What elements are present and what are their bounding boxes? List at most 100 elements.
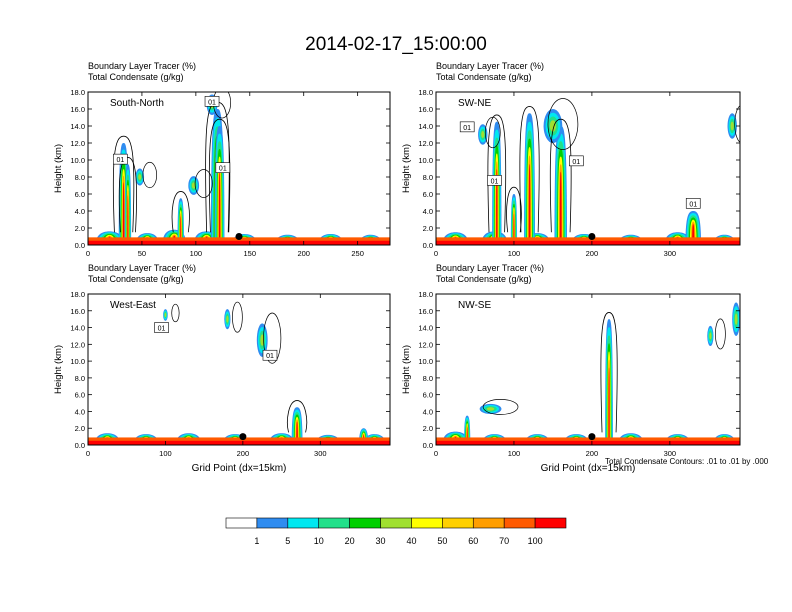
y-axis-title: Height (km) <box>401 345 412 394</box>
y-tick-label: 14.0 <box>418 324 433 333</box>
contour-label-box <box>154 322 169 333</box>
colorbar-label: 1 <box>254 536 259 546</box>
contour-label: 01 <box>116 157 124 164</box>
y-tick-label: 2.0 <box>75 424 85 433</box>
tracer-label: Boundary Layer Tracer (%) <box>88 263 196 273</box>
condensate-label: Total Condensate (g/kg) <box>88 274 184 284</box>
y-tick-label: 0.0 <box>423 241 433 250</box>
contour-label: 01 <box>491 178 499 185</box>
figure-title: 2014-02-17_15:00:00 <box>305 34 487 55</box>
y-tick-label: 4.0 <box>423 207 433 216</box>
panel-south-north: Boundary Layer Tracer (%)Total Condensat… <box>53 61 391 258</box>
y-tick-label: 0.0 <box>423 441 433 450</box>
colorbar-swatch <box>442 517 474 529</box>
contour-label-box <box>459 121 475 133</box>
y-tick-label: 8.0 <box>423 374 433 383</box>
contour-label: 01 <box>208 99 216 106</box>
condensate-contour <box>484 116 501 149</box>
y-tick-label: 12.0 <box>70 139 85 148</box>
tracer-fill <box>436 98 740 245</box>
contour-label-box <box>204 96 220 107</box>
colorbar-swatch <box>534 517 567 529</box>
condensate-contour <box>600 312 618 433</box>
x-tick-label: 150 <box>244 249 257 258</box>
y-tick-label: 18.0 <box>70 290 85 299</box>
plume-layer <box>528 164 531 245</box>
y-axis-title: Height (km) <box>53 345 64 394</box>
contour-label-box <box>262 349 278 361</box>
x-axis-title: Grid Point (dx=15km) <box>192 463 287 474</box>
y-tick-label: 12.0 <box>418 139 433 148</box>
x-tick-label: 100 <box>190 249 203 258</box>
plot-frame <box>87 293 391 446</box>
location-marker <box>588 433 596 441</box>
tracer-fill <box>436 302 740 445</box>
plume-layer <box>608 367 610 445</box>
condensate-contour <box>547 98 579 150</box>
x-tick-label: 100 <box>508 449 521 458</box>
y-tick-label: 0.0 <box>75 441 85 450</box>
plot-area <box>88 92 390 245</box>
contour-label-box <box>685 198 701 209</box>
condensate-contour <box>482 399 519 415</box>
contour-label-box <box>215 162 231 173</box>
y-tick-label: 6.0 <box>423 391 433 400</box>
x-tick-label: 0 <box>86 249 90 258</box>
contour-label: 01 <box>463 125 471 132</box>
contour-label: 01 <box>158 326 166 333</box>
y-tick-label: 2.0 <box>423 424 433 433</box>
colorbar-label: 70 <box>499 536 509 546</box>
condensate-contour <box>487 114 507 233</box>
colorbar-swatch <box>411 517 443 529</box>
x-tick-label: 250 <box>351 249 364 258</box>
y-tick-label: 10.0 <box>418 156 433 165</box>
location-marker <box>239 433 247 441</box>
plume-layer <box>559 171 562 245</box>
tracer-blob <box>734 313 738 325</box>
location-marker <box>235 233 243 240</box>
y-tick-label: 16.0 <box>70 307 85 316</box>
x-tick-label: 100 <box>159 449 172 458</box>
y-tick-label: 4.0 <box>75 407 85 416</box>
colorbar-swatch <box>472 517 505 529</box>
tracer-blob <box>549 120 557 132</box>
y-tick-label: 8.0 <box>75 173 85 182</box>
condensate-label: Total Condensate (g/kg) <box>88 72 184 82</box>
condensate-contour <box>715 318 726 350</box>
x-tick-label: 50 <box>138 249 146 258</box>
plot-frame <box>87 91 391 246</box>
y-tick-label: 18.0 <box>418 88 433 97</box>
tracer-fill <box>88 301 390 445</box>
contour-label: 01 <box>266 353 274 360</box>
y-tick-label: 8.0 <box>423 173 433 182</box>
x-axis-title: Grid Point (dx=15km) <box>541 463 636 474</box>
colorbar-swatch <box>256 517 289 529</box>
x-tick-label: 0 <box>434 449 438 458</box>
section-label: West-East <box>110 300 156 311</box>
colorbar-label: 100 <box>528 536 543 546</box>
panel-west-east: Boundary Layer Tracer (%)Total Condensat… <box>53 263 391 474</box>
condensate-contour <box>194 169 213 198</box>
tracer-label: Boundary Layer Tracer (%) <box>436 61 544 71</box>
contour-label: 01 <box>219 166 227 173</box>
condensate-contour <box>739 307 740 327</box>
contour-footnote: Total Condensate Contours: .01 to .01 by… <box>605 457 769 466</box>
section-label: SW-NE <box>458 98 491 109</box>
condensate-label: Total Condensate (g/kg) <box>436 72 532 82</box>
y-tick-label: 6.0 <box>423 190 433 199</box>
y-tick-label: 4.0 <box>75 207 85 216</box>
y-tick-label: 10.0 <box>70 156 85 165</box>
colorbar-swatch <box>349 517 381 529</box>
condensate-contour <box>506 186 522 233</box>
tracer-blob <box>486 407 495 411</box>
y-tick-label: 14.0 <box>70 122 85 131</box>
tracer-blob <box>164 312 167 317</box>
y-tick-label: 14.0 <box>418 122 433 131</box>
condensate-contour <box>171 303 180 323</box>
condensate-contour <box>232 301 243 333</box>
colorbar-swatch <box>503 517 536 529</box>
x-tick-label: 0 <box>434 249 438 258</box>
y-tick-label: 12.0 <box>70 340 85 349</box>
colorbar-label: 20 <box>345 536 355 546</box>
